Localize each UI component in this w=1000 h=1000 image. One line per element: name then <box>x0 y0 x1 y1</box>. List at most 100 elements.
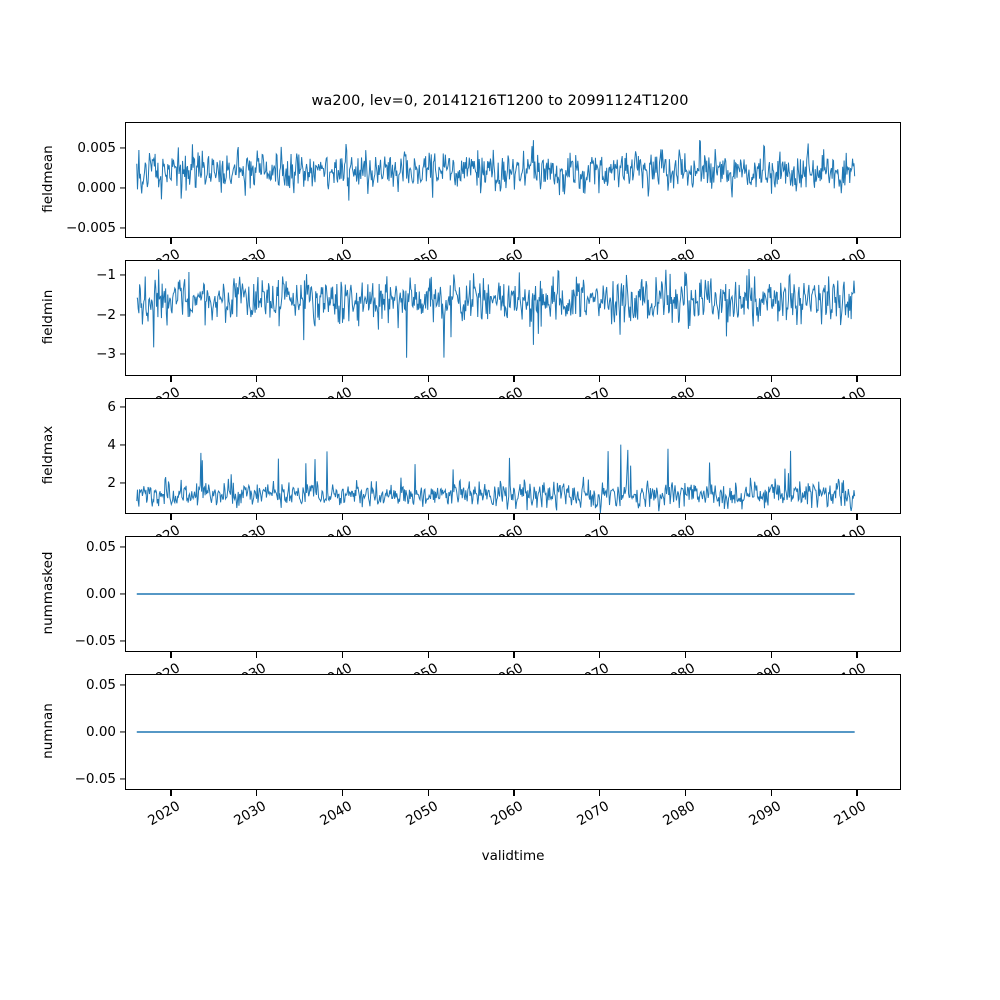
subplot-fieldmax <box>125 398 901 514</box>
data-line-fieldmax <box>126 399 900 513</box>
x-tick-mark <box>341 652 344 658</box>
x-tick-mark <box>513 790 515 796</box>
y-tick-label: 4 <box>107 436 116 453</box>
data-line-fieldmin <box>126 261 900 375</box>
y-axis-label-fieldmean: fieldmean <box>40 145 56 213</box>
y-tick-label: −0.005 <box>66 220 116 237</box>
x-tick-mark <box>770 514 772 520</box>
data-line-fieldmean <box>126 123 900 237</box>
y-tick-label: 0.00 <box>85 586 116 602</box>
x-tick-mark <box>170 238 172 244</box>
x-tick-mark <box>427 652 429 658</box>
y-tick-mark <box>119 406 125 408</box>
y-tick-mark <box>119 187 125 189</box>
data-line-numnan <box>126 675 900 789</box>
y-tick-mark <box>119 684 125 686</box>
x-tick-mark <box>599 376 601 382</box>
x-tick-mark <box>513 238 515 244</box>
subplot-fieldmin <box>125 260 901 376</box>
y-tick-label: 0.005 <box>77 140 116 157</box>
y-tick-mark <box>119 482 125 484</box>
x-tick-mark <box>684 652 686 658</box>
y-tick-label: 0.00 <box>85 724 116 740</box>
x-tick-label: 2020 <box>2 660 184 674</box>
x-tick-mark <box>770 376 772 382</box>
y-axis-label-numnan: numnan <box>40 703 56 759</box>
x-tick-mark <box>427 376 429 382</box>
x-tick-mark <box>599 652 601 658</box>
y-tick-label: −2 <box>96 306 116 323</box>
y-tick-label: −0.05 <box>74 632 116 649</box>
x-tick-mark <box>427 790 429 796</box>
x-tick-mark <box>341 376 344 382</box>
x-tick-mark <box>599 514 601 520</box>
x-tick-mark <box>256 790 258 796</box>
y-tick-label: −0.05 <box>74 770 116 787</box>
x-tick-mark <box>513 652 515 658</box>
x-tick-mark <box>256 238 258 244</box>
x-tick-mark <box>427 514 429 520</box>
x-tick-mark <box>256 652 258 658</box>
y-tick-mark <box>119 147 125 149</box>
x-tick-mark <box>256 376 258 382</box>
y-tick-label: 0.05 <box>85 677 116 694</box>
y-tick-label: 0.000 <box>77 180 116 197</box>
x-tick-mark <box>341 238 344 244</box>
y-tick-mark <box>119 778 125 780</box>
x-tick-mark <box>599 790 601 796</box>
y-axis-label-fieldmax: fieldmax <box>40 425 56 485</box>
x-tick-label: 2020 <box>2 246 184 260</box>
x-tick-mark <box>341 790 344 796</box>
y-tick-mark <box>119 227 125 229</box>
data-line-nummasked <box>126 537 900 651</box>
x-tick-mark <box>684 790 686 796</box>
x-tick-mark <box>170 790 172 796</box>
y-tick-mark <box>119 353 125 355</box>
x-tick-mark <box>856 376 858 382</box>
y-tick-mark <box>119 731 125 733</box>
y-tick-mark <box>119 593 125 595</box>
y-axis-label-nummasked: nummasked <box>40 551 56 635</box>
x-tick-mark <box>856 514 858 520</box>
y-tick-mark <box>119 274 125 276</box>
y-tick-mark <box>119 444 125 446</box>
x-tick-mark <box>170 652 172 658</box>
x-tick-mark <box>770 652 772 658</box>
x-tick-mark <box>513 376 515 382</box>
x-tick-mark <box>684 238 686 244</box>
x-tick-mark <box>770 238 772 244</box>
subplot-nummasked <box>125 536 901 652</box>
x-tick-label: 2020 <box>2 522 184 536</box>
x-tick-mark <box>684 376 686 382</box>
x-tick-mark <box>256 514 258 520</box>
y-tick-label: 2 <box>107 474 116 491</box>
x-tick-mark <box>427 238 429 244</box>
x-axis-label: validtime <box>481 848 545 864</box>
x-tick-mark <box>513 514 515 520</box>
y-tick-mark <box>119 546 125 548</box>
y-tick-mark <box>119 640 125 642</box>
x-tick-mark <box>170 376 172 382</box>
x-tick-mark <box>856 790 858 796</box>
y-tick-label: −1 <box>96 267 116 284</box>
x-tick-mark <box>599 238 601 244</box>
y-tick-label: 0.05 <box>85 539 116 556</box>
figure-title: wa200, lev=0, 20141216T1200 to 20991124T… <box>311 93 689 109</box>
x-tick-mark <box>770 790 772 796</box>
x-tick-label: 2020 <box>2 384 184 398</box>
subplot-numnan <box>125 674 901 790</box>
x-tick-mark <box>856 652 858 658</box>
y-axis-label-fieldmin: fieldmin <box>40 289 56 345</box>
y-tick-label: −3 <box>96 346 116 363</box>
x-tick-mark <box>341 514 344 520</box>
subplot-fieldmean <box>125 122 901 238</box>
x-tick-mark <box>170 514 172 520</box>
x-tick-mark <box>684 514 686 520</box>
y-tick-label: 6 <box>107 398 116 415</box>
